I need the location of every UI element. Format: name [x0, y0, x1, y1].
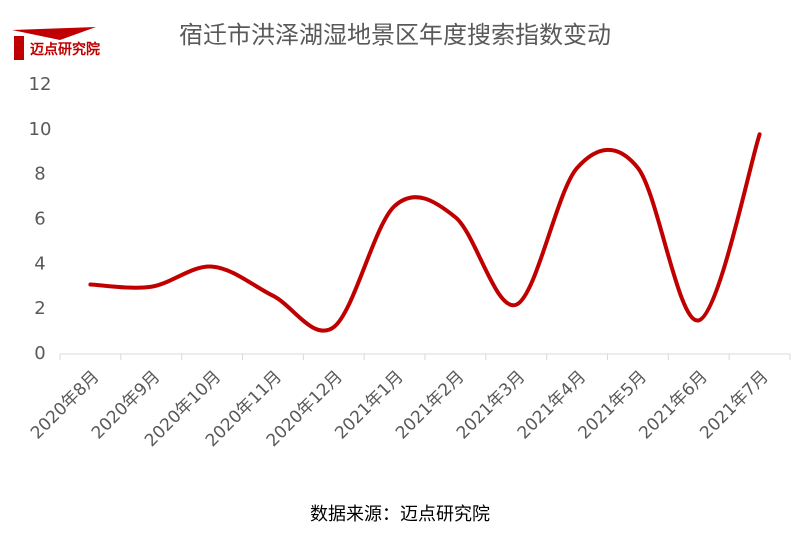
y-tick-label: 4	[34, 253, 45, 274]
y-tick-label: 2	[34, 298, 45, 319]
chart-title: 宿迁市洪泽湖湿地景区年度搜索指数变动	[179, 21, 611, 49]
y-tick-label: 10	[29, 119, 52, 140]
y-tick-label: 0	[34, 343, 45, 364]
y-tick-label: 8	[34, 164, 45, 185]
y-tick-label: 6	[34, 209, 45, 230]
logo-text: 迈点研究院	[30, 41, 100, 58]
logo: 迈点研究院	[12, 27, 100, 60]
y-tick-label: 12	[29, 74, 52, 95]
logo-swoosh	[12, 27, 96, 40]
data-line	[88, 132, 762, 333]
logo-tower	[14, 36, 24, 60]
source-note: 数据来源：迈点研究院	[310, 504, 490, 525]
